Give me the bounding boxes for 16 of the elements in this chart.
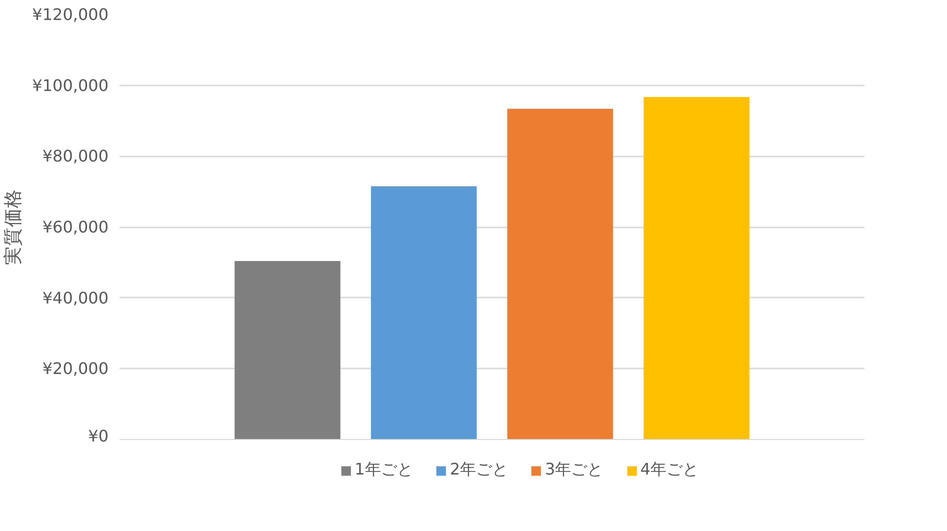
y-tick-label: ¥0 xyxy=(88,426,108,446)
y-tick-label: ¥40,000 xyxy=(42,288,109,308)
bar xyxy=(644,97,750,440)
y-tick-label: ¥60,000 xyxy=(42,218,109,236)
bar xyxy=(370,186,477,440)
y-tick-label: ¥20,000 xyxy=(42,359,109,378)
legend-label: 4年ごと xyxy=(640,460,698,480)
y-tick-label: ¥100,000 xyxy=(32,76,108,95)
y-tick-label: ¥80,000 xyxy=(42,146,109,166)
legend-label: 2年ごと xyxy=(450,460,508,480)
bar xyxy=(234,261,340,440)
bar xyxy=(507,108,614,440)
y-tick-label: ¥120,000 xyxy=(32,5,108,24)
legend-label: 1年ごと xyxy=(354,460,413,480)
y-axis-title: 実質価格 xyxy=(2,189,24,265)
legend-label: 3年ごと xyxy=(545,460,604,480)
